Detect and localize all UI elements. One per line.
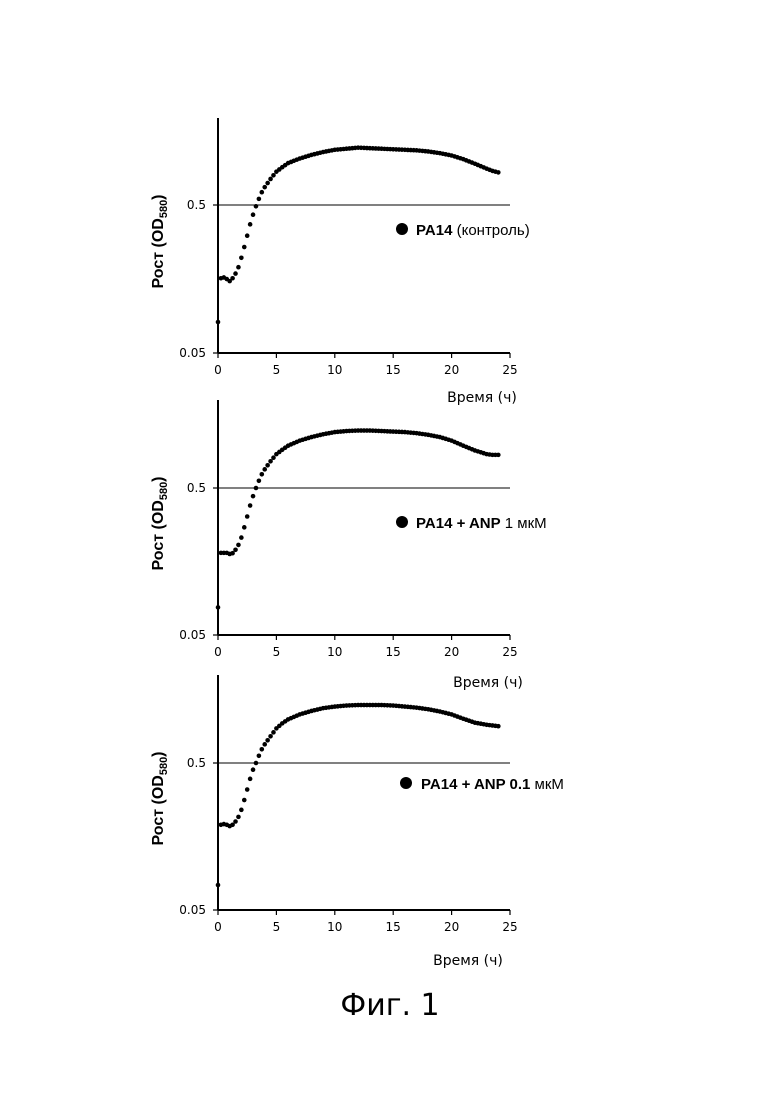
- x-axis-label: Время (ч): [447, 390, 517, 406]
- data-point: [245, 514, 250, 519]
- data-point: [239, 535, 244, 540]
- x-tick-label: 20: [444, 645, 459, 659]
- legend-label: PA14 (контроль): [416, 222, 530, 239]
- data-point: [268, 177, 273, 182]
- data-point: [242, 245, 247, 250]
- data-point: [262, 185, 267, 190]
- x-tick-label: 15: [386, 645, 401, 659]
- data-point: [233, 547, 238, 552]
- x-tick-label: 5: [273, 920, 281, 934]
- y-tick-label: 0.5: [187, 481, 206, 495]
- x-tick-label: 25: [502, 920, 517, 934]
- x-tick-label: 25: [502, 363, 517, 377]
- data-point: [245, 787, 250, 792]
- data-point: [245, 233, 250, 238]
- x-tick-label: 10: [327, 645, 342, 659]
- data-point: [216, 320, 221, 325]
- data-point: [262, 742, 267, 747]
- data-point: [262, 467, 267, 472]
- data-point: [271, 173, 276, 178]
- legend-label: PA14 + ANP 1 мкМ: [416, 515, 547, 532]
- x-tick-label: 0: [214, 645, 222, 659]
- series-points: [216, 703, 501, 888]
- data-point: [268, 734, 273, 739]
- data-point: [236, 815, 241, 820]
- legend-marker: [396, 223, 408, 235]
- data-point: [260, 190, 265, 195]
- y-tick-label: 0.5: [187, 756, 206, 770]
- x-tick-label: 0: [214, 920, 222, 934]
- data-point: [257, 753, 262, 758]
- legend-marker: [396, 516, 408, 528]
- data-point: [248, 222, 253, 227]
- data-point: [236, 265, 241, 270]
- x-tick-label: 25: [502, 645, 517, 659]
- y-axis-label: Рост (OD580): [150, 476, 170, 570]
- data-point: [496, 724, 501, 729]
- data-point: [254, 761, 259, 766]
- data-point: [257, 478, 262, 483]
- x-tick-label: 10: [327, 363, 342, 377]
- legend-label: PA14 + ANP 0.1 мкМ: [421, 776, 564, 793]
- data-point: [230, 276, 235, 281]
- x-tick-label: 10: [327, 920, 342, 934]
- y-tick-label: 0.05: [179, 346, 206, 360]
- data-point: [251, 494, 256, 499]
- chart-panel-2: 0 5 10 15 20 25 0.05 0.5 Время (ч) Рост (OD580) PA…: [150, 400, 547, 691]
- y-tick-label: 0.05: [179, 628, 206, 642]
- chart-panel-1: 0 5 10 15 20 25 0.05 0.5 Время (ч) Рост (OD580) PA…: [150, 118, 530, 406]
- data-point: [242, 525, 247, 530]
- figure-caption: Фиг. 1: [0, 988, 780, 1023]
- data-point: [271, 730, 276, 735]
- data-point: [260, 747, 265, 752]
- data-point: [251, 767, 256, 772]
- chart-panel-3: 0 5 10 15 20 25 0.05 0.5 Время (ч) Рост (OD580) PA…: [150, 675, 564, 969]
- data-point: [265, 463, 270, 468]
- x-axis-label: Время (ч): [433, 953, 503, 969]
- data-point: [236, 543, 241, 548]
- y-tick-label: 0.05: [179, 903, 206, 917]
- data-point: [248, 503, 253, 508]
- x-axis-label: Время (ч): [453, 675, 523, 691]
- data-point: [257, 197, 262, 202]
- y-tick-label: 0.5: [187, 198, 206, 212]
- x-tick-label: 15: [386, 920, 401, 934]
- x-tick-label: 15: [386, 363, 401, 377]
- x-tick-label: 20: [444, 920, 459, 934]
- data-point: [242, 798, 247, 803]
- data-point: [496, 453, 501, 458]
- data-point: [233, 819, 238, 824]
- x-tick-label: 20: [444, 363, 459, 377]
- x-tick-label: 5: [273, 363, 281, 377]
- data-point: [216, 605, 221, 610]
- data-point: [268, 459, 273, 464]
- data-point: [216, 883, 221, 888]
- y-axis-label: Рост (OD580): [150, 751, 170, 845]
- data-point: [239, 808, 244, 813]
- data-point: [254, 486, 259, 491]
- data-point: [233, 271, 238, 276]
- data-point: [248, 777, 253, 782]
- data-point: [265, 181, 270, 186]
- legend-marker: [400, 777, 412, 789]
- x-tick-label: 5: [273, 645, 281, 659]
- data-point: [496, 170, 501, 175]
- data-point: [260, 472, 265, 477]
- data-point: [239, 255, 244, 260]
- data-point: [271, 455, 276, 460]
- x-tick-label: 0: [214, 363, 222, 377]
- data-point: [251, 212, 256, 217]
- data-point: [265, 738, 270, 743]
- data-point: [254, 204, 259, 209]
- y-axis-label: Рост (OD580): [150, 194, 170, 288]
